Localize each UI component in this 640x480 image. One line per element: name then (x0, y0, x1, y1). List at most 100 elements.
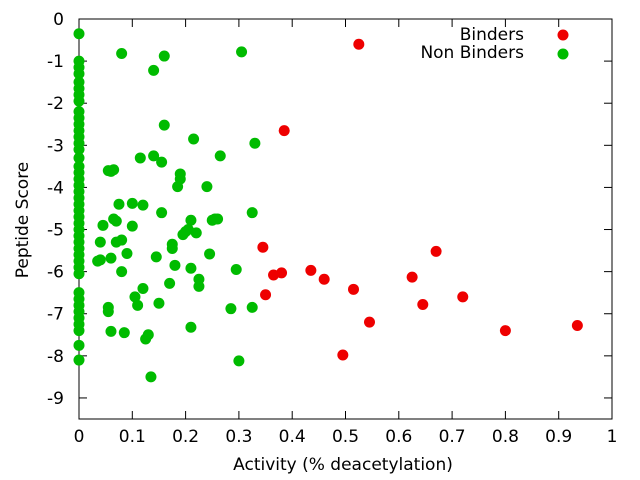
data-point-non-binders (97, 219, 109, 231)
data-point-non-binders (246, 301, 258, 313)
data-point-binders (571, 320, 583, 332)
x-tick-label: 1 (607, 427, 618, 447)
data-point-binders (276, 267, 288, 279)
data-point-non-binders (164, 277, 176, 289)
data-point-binders (430, 245, 442, 257)
data-point-non-binders (105, 252, 117, 264)
legend-label-binders: Binders (460, 25, 524, 45)
data-point-non-binders (156, 156, 168, 168)
data-point-non-binders (190, 227, 202, 239)
data-point-binders (260, 289, 272, 301)
x-tick-label: 0.2 (172, 427, 199, 447)
data-point-binders (457, 291, 469, 303)
data-point-non-binders (73, 268, 85, 280)
data-point-binders (499, 325, 511, 337)
data-point-non-binders (129, 291, 141, 303)
y-tick-label: -6 (47, 263, 64, 283)
data-point-non-binders (233, 355, 245, 367)
data-point-non-binders (73, 152, 85, 164)
data-point-non-binders (137, 282, 149, 294)
data-point-non-binders (236, 46, 248, 58)
data-point-non-binders (137, 199, 149, 211)
data-point-non-binders (185, 214, 197, 226)
data-point-non-binders (158, 50, 170, 62)
data-point-non-binders (73, 144, 85, 156)
data-point-binders (363, 316, 375, 328)
y-tick-label: -2 (47, 94, 64, 114)
data-point-non-binders (73, 325, 85, 337)
data-point-non-binders (246, 207, 258, 219)
data-point-non-binders (214, 150, 226, 162)
x-axis-title: Activity (% deacetylation) (233, 455, 453, 475)
data-point-binders (337, 349, 349, 361)
data-point-binders (278, 125, 290, 137)
x-tick-label: 0.6 (385, 427, 412, 447)
legend-label-non-binders: Non Binders (420, 43, 524, 63)
data-point-binders (348, 283, 359, 295)
data-point-non-binders (73, 354, 85, 366)
data-point-non-binders (148, 150, 160, 162)
data-point-binders (257, 241, 269, 253)
data-point-binders (406, 271, 418, 283)
data-point-non-binders (126, 197, 138, 209)
legend-marker-non-binders (557, 48, 569, 60)
data-point-non-binders (158, 119, 170, 131)
data-point-binders (305, 264, 317, 276)
data-point-binders (318, 273, 330, 285)
data-point-non-binders (145, 371, 157, 383)
data-point-non-binders (225, 303, 237, 315)
y-tick-label: -3 (47, 136, 64, 156)
y-tick-label: -5 (47, 221, 64, 241)
data-point-non-binders (166, 242, 178, 254)
data-point-non-binders (150, 251, 162, 263)
data-point-non-binders (134, 152, 146, 164)
data-point-non-binders (105, 325, 117, 337)
x-tick-label: 0 (74, 427, 85, 447)
data-point-non-binders (230, 264, 242, 276)
data-point-non-binders (116, 266, 128, 278)
y-axis-ticks: 0 -1 -2 -3 -4 -5 -6 -7 -8 -9 (47, 10, 612, 409)
data-point-non-binders (201, 181, 213, 193)
data-point-non-binders (73, 68, 85, 80)
data-point-non-binders (73, 339, 85, 351)
data-point-binders (417, 298, 429, 310)
data-point-non-binders (185, 321, 197, 333)
data-point-non-binders (169, 259, 181, 271)
x-tick-label: 0.5 (332, 427, 359, 447)
data-point-non-binders (188, 133, 200, 145)
legend: Binders Non Binders (420, 25, 569, 63)
y-tick-label: -9 (47, 389, 64, 409)
data-point-non-binders (142, 329, 154, 341)
data-point-binders (353, 38, 365, 50)
y-tick-label: -8 (47, 347, 64, 367)
data-point-non-binders (116, 234, 128, 246)
data-points (73, 28, 583, 383)
data-point-non-binders (94, 254, 106, 266)
data-point-non-binders (94, 236, 106, 248)
x-tick-label: 0.7 (439, 427, 466, 447)
data-point-non-binders (118, 327, 130, 339)
data-point-non-binders (121, 248, 133, 260)
data-point-non-binders (153, 297, 165, 309)
legend-marker-binders (557, 29, 569, 41)
data-point-non-binders (148, 64, 160, 76)
data-point-non-binders (113, 198, 125, 210)
data-point-non-binders (108, 164, 120, 176)
y-tick-label: -1 (47, 52, 64, 72)
data-point-non-binders (116, 48, 128, 60)
data-point-non-binders (102, 306, 114, 318)
y-tick-label: -4 (47, 178, 64, 198)
y-tick-label: -7 (47, 305, 64, 325)
data-point-non-binders (132, 299, 144, 311)
x-tick-label: 0.8 (492, 427, 519, 447)
data-point-non-binders (204, 248, 216, 260)
data-point-non-binders (156, 207, 168, 219)
x-tick-label: 0.1 (119, 427, 146, 447)
data-point-non-binders (174, 173, 186, 185)
x-tick-label: 0.9 (545, 427, 572, 447)
data-point-non-binders (126, 220, 138, 232)
data-point-non-binders (110, 215, 122, 227)
data-point-non-binders (249, 137, 261, 149)
data-point-non-binders (212, 213, 224, 225)
